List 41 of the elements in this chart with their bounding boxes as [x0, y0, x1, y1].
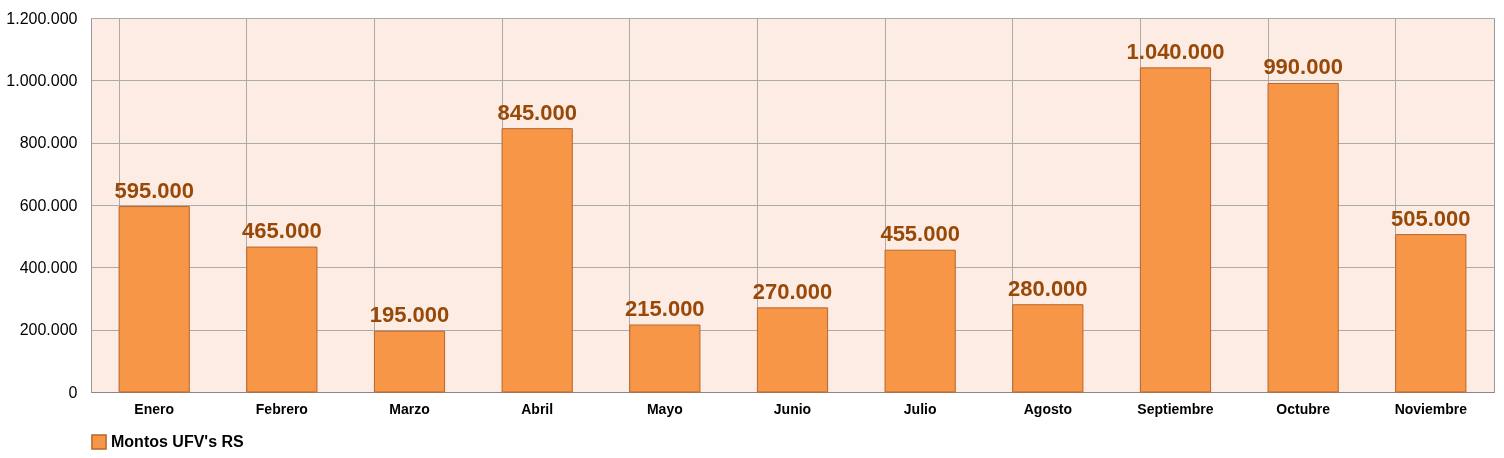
x-tick-label: Enero [134, 400, 175, 417]
data-label: 280.000 [1008, 275, 1088, 301]
x-tick-label: Agosto [1023, 400, 1072, 417]
bar [373, 330, 446, 393]
x-tick-label: Abril [521, 400, 554, 417]
bar [246, 246, 318, 393]
bar [884, 249, 956, 393]
y-tick-label: 200.000 [19, 321, 78, 339]
y-tick-label: 800.000 [19, 134, 78, 152]
x-tick-label: Noviembre [1394, 400, 1468, 417]
bar [1139, 67, 1212, 393]
data-label: 215.000 [625, 295, 705, 321]
data-label: 505.000 [1391, 205, 1471, 231]
x-tick-label: Septiembre [1137, 400, 1214, 417]
data-label: 595.000 [114, 177, 194, 203]
x-tick-label: Junio [773, 400, 812, 417]
x-tick-label: Octubre [1276, 400, 1331, 417]
y-tick-label: 400.000 [19, 258, 78, 276]
y-tick-label: 1.200.000 [6, 9, 78, 27]
data-label: 455.000 [880, 221, 960, 247]
data-label: 270.000 [752, 278, 833, 304]
y-tick-label: 0 [68, 383, 78, 401]
x-tick-label: Febrero [255, 400, 308, 417]
data-label: 1.040.000 [1126, 38, 1225, 64]
y-tick-label: 600.000 [19, 196, 78, 214]
bar [1395, 234, 1467, 393]
bar [756, 307, 829, 393]
bar [1267, 82, 1339, 393]
x-tick-label: Julio [903, 400, 937, 417]
data-label: 990.000 [1263, 54, 1343, 80]
data-label: 465.000 [242, 218, 322, 244]
y-tick-label: 1.000.000 [6, 71, 78, 89]
bar [1012, 304, 1084, 393]
x-tick-label: Marzo [389, 400, 430, 417]
data-label: 845.000 [497, 99, 577, 125]
data-label: 195.000 [369, 302, 450, 328]
bar [629, 324, 701, 393]
x-tick-label: Mayo [646, 400, 683, 417]
bar [118, 206, 190, 393]
legend-label: Montos UFV's RS [111, 433, 245, 450]
bar [501, 128, 573, 393]
